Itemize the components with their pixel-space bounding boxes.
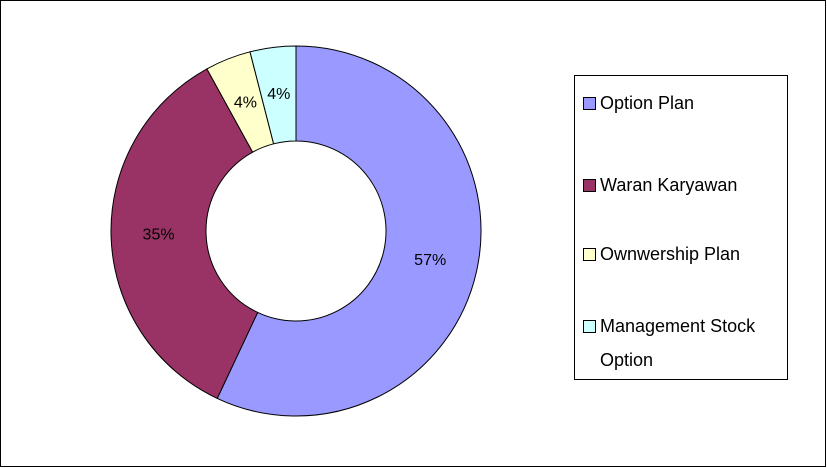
legend-swatch [583,97,596,110]
data-label: 4% [267,86,290,103]
legend-swatch [583,179,596,192]
legend-swatch [583,320,596,333]
data-label: 35% [143,227,175,244]
legend-label: Waran Karyawan [600,175,738,195]
donut-slice [216,45,482,417]
legend-entry: Ownwership Plan [583,237,783,271]
legend-entry: Waran Karyawan [583,168,783,202]
legend-swatch [583,248,596,261]
donut-slice [249,45,297,145]
data-label: 57% [414,252,446,269]
legend: Option Plan Waran Karyawan Ownwership Plan… [574,75,788,380]
legend-label: Ownwership Plan [600,244,741,264]
legend-label: Management Stock Option [600,316,756,370]
donut-slice [110,68,259,400]
legend-label: Option Plan [600,93,695,113]
legend-entry: Option Plan [583,86,783,120]
legend-entry: Management Stock Option [583,309,783,377]
data-label: 4% [234,94,257,111]
